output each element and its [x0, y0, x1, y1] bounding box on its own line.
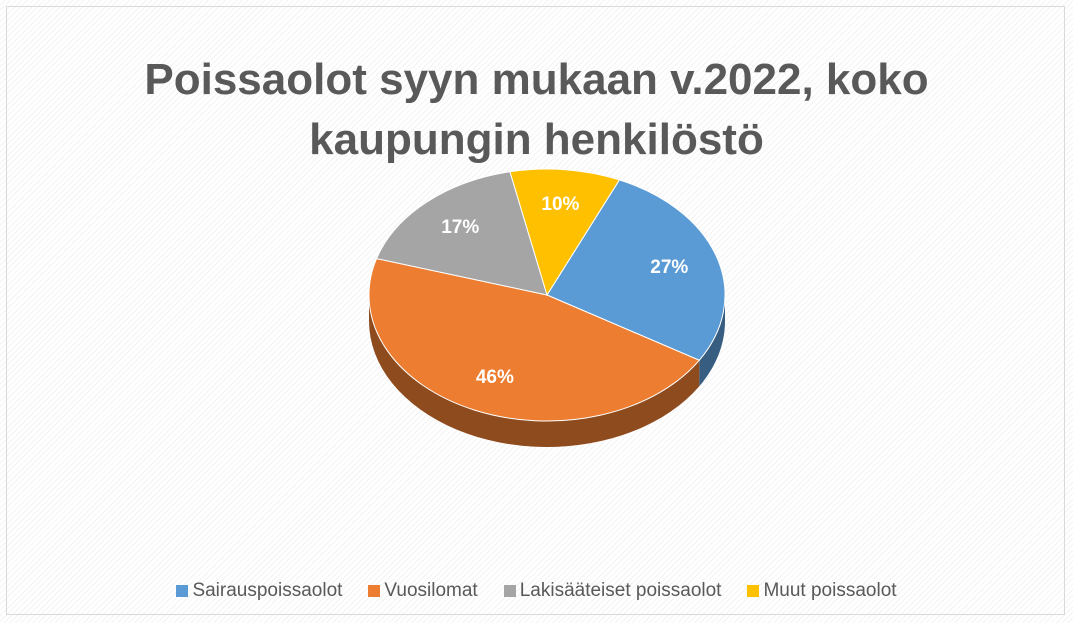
data-label: 10%	[541, 194, 579, 215]
legend-item: Muut poissaolot	[747, 580, 897, 602]
slice	[375, 171, 548, 296]
legend-item: Sairauspoissaolot	[176, 580, 342, 602]
legend-label: Muut poissaolot	[763, 580, 897, 601]
slice	[368, 258, 701, 422]
slice	[509, 168, 621, 297]
legend-item: Vuosilomat	[368, 580, 478, 602]
data-label: 17%	[441, 217, 479, 238]
legend-swatch	[747, 585, 760, 597]
data-label: 46%	[476, 367, 514, 388]
legend-label: Sairauspoissaolot	[192, 580, 343, 601]
legend: Sairauspoissaolot Vuosilomat Lakisääteiset…	[0, 580, 1073, 602]
legend-item: Lakisääteiset poissaolot	[503, 580, 722, 602]
chart-frame	[6, 6, 1065, 615]
legend-swatch	[503, 585, 516, 597]
legend-label: Lakisääteiset poissaolot	[519, 580, 722, 601]
legend-swatch	[176, 585, 189, 597]
chart-title: Poissaolot syyn mukaan v.2022, koko kaup…	[144, 55, 929, 164]
slice-side	[369, 295, 700, 447]
legend-swatch	[368, 585, 381, 597]
legend-label: Vuosilomat	[384, 580, 478, 601]
slice-side	[699, 295, 725, 387]
data-label: 27%	[650, 257, 688, 278]
